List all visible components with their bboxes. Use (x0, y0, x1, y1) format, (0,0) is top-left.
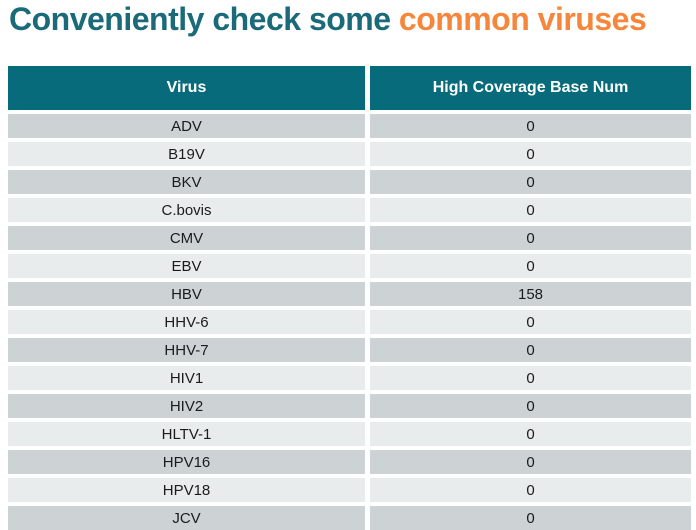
table-row: ADV 0 (8, 114, 691, 138)
virus-cell: ADV (8, 114, 365, 138)
table-row: B19V 0 (8, 142, 691, 166)
page-title: Conveniently check some common viruses (9, 0, 647, 38)
table-row: JCV 0 (8, 506, 691, 530)
value-cell: 0 (370, 142, 691, 166)
table-row: HLTV-1 0 (8, 422, 691, 446)
table-row: HIV1 0 (8, 366, 691, 390)
virus-cell: CMV (8, 226, 365, 250)
table-row: HPV16 0 (8, 450, 691, 474)
header-cell-virus: Virus (8, 66, 365, 110)
page-title-orange-text: common viruses (398, 1, 647, 37)
value-cell: 0 (370, 198, 691, 222)
value-cell: 0 (370, 254, 691, 278)
table-row: HPV18 0 (8, 478, 691, 502)
virus-cell: HPV16 (8, 450, 365, 474)
page-title-teal-text: Conveniently check some (9, 1, 399, 37)
value-cell: 0 (370, 478, 691, 502)
virus-cell: HHV-7 (8, 338, 365, 362)
table-header-row: Virus High Coverage Base Num (8, 66, 691, 110)
value-cell: 0 (370, 450, 691, 474)
table-row: HBV 158 (8, 282, 691, 306)
value-cell: 0 (370, 338, 691, 362)
virus-cell: HBV (8, 282, 365, 306)
header-cell-coverage: High Coverage Base Num (370, 66, 691, 110)
table-row: BKV 0 (8, 170, 691, 194)
virus-table: Virus High Coverage Base Num ADV 0 B19V 0 BK… (8, 66, 691, 530)
virus-cell: JCV (8, 506, 365, 530)
value-cell: 0 (370, 226, 691, 250)
value-cell: 0 (370, 422, 691, 446)
value-cell: 0 (370, 170, 691, 194)
virus-cell: C.bovis (8, 198, 365, 222)
virus-cell: HIV1 (8, 366, 365, 390)
virus-cell: B19V (8, 142, 365, 166)
value-cell: 0 (370, 506, 691, 530)
table-row: HIV2 0 (8, 394, 691, 418)
value-cell: 0 (370, 310, 691, 334)
table-row: HHV-6 0 (8, 310, 691, 334)
virus-cell: HPV18 (8, 478, 365, 502)
value-cell: 0 (370, 394, 691, 418)
value-cell: 0 (370, 114, 691, 138)
table-row: EBV 0 (8, 254, 691, 278)
virus-cell: BKV (8, 170, 365, 194)
value-cell: 158 (370, 282, 691, 306)
table-row: HHV-7 0 (8, 338, 691, 362)
table-row: CMV 0 (8, 226, 691, 250)
virus-cell: HHV-6 (8, 310, 365, 334)
virus-cell: HIV2 (8, 394, 365, 418)
value-cell: 0 (370, 366, 691, 390)
virus-cell: EBV (8, 254, 365, 278)
virus-cell: HLTV-1 (8, 422, 365, 446)
table-row: C.bovis 0 (8, 198, 691, 222)
